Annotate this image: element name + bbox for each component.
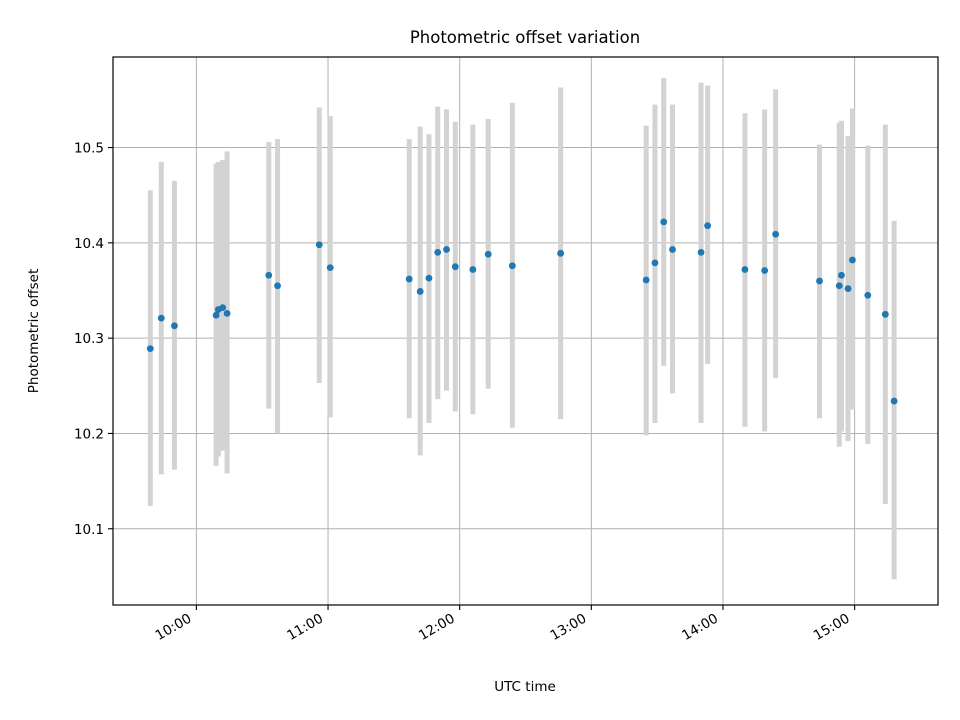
y-tick-label: 10.3	[74, 331, 104, 347]
data-point	[434, 248, 442, 256]
data-point	[761, 267, 769, 274]
data-point	[212, 311, 220, 319]
data-point	[315, 241, 323, 249]
errorbar-layer	[147, 77, 897, 580]
chart-title: Photometric offset variation	[410, 28, 640, 47]
data-point	[772, 230, 780, 238]
data-point	[508, 262, 516, 270]
data-point	[864, 291, 872, 299]
data-point	[326, 264, 334, 272]
y-tick-label: 10.2	[74, 426, 104, 442]
data-point	[844, 285, 852, 292]
y-axis-label: Photometric offset	[26, 269, 42, 393]
data-point	[557, 249, 565, 257]
data-point	[651, 259, 659, 267]
plot-frame	[112, 56, 939, 606]
data-point	[484, 250, 492, 258]
data-point	[265, 271, 273, 279]
data-point	[660, 218, 668, 226]
point-layer	[146, 218, 898, 405]
data-point	[669, 246, 676, 253]
x-tick-label: 10:00	[153, 611, 195, 644]
y-tick-label: 10.5	[74, 141, 104, 157]
x-tick-label: 13:00	[548, 611, 590, 644]
data-point	[416, 288, 424, 295]
x-axis-label: UTC time	[494, 679, 556, 695]
x-tick-label: 15:00	[811, 611, 853, 644]
data-point	[741, 266, 749, 273]
data-point	[274, 282, 281, 290]
data-point	[697, 248, 705, 256]
data-point	[405, 275, 413, 283]
data-point	[219, 304, 227, 312]
data-point	[171, 322, 178, 330]
data-point	[849, 256, 856, 264]
x-tick-label: 12:00	[416, 611, 458, 644]
grid-layer	[113, 57, 938, 605]
data-point	[425, 274, 433, 282]
data-point	[838, 271, 845, 279]
data-point	[451, 263, 459, 271]
x-tick-label: 11:00	[284, 611, 326, 644]
data-point	[146, 345, 154, 353]
data-point	[835, 282, 843, 290]
data-point	[469, 266, 477, 273]
data-point	[881, 310, 889, 318]
data-point	[816, 277, 823, 285]
tick-layer: 10:00 11:00 12:00 13:00 14:00 15:00 10.1 10.2 10…	[74, 141, 856, 644]
data-point	[642, 276, 650, 284]
data-point	[223, 309, 231, 317]
y-tick-label: 10.4	[74, 236, 104, 252]
data-point	[443, 246, 450, 253]
y-tick-label: 10.1	[74, 522, 104, 538]
data-point	[890, 397, 898, 405]
x-tick-label: 14:00	[679, 611, 721, 644]
data-point	[157, 314, 165, 322]
data-point	[704, 222, 712, 230]
